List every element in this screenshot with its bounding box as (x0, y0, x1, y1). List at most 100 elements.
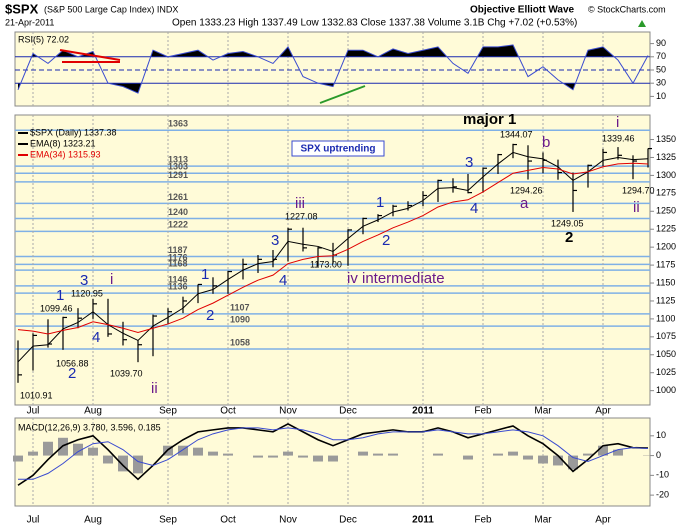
x-tick-label: Jul (27, 515, 40, 526)
annotation: 4 (470, 200, 478, 217)
histogram-bar (388, 453, 398, 456)
histogram-bar (88, 447, 98, 456)
annotation: i (616, 114, 619, 131)
annotation: 1249.05 (551, 218, 584, 228)
symbol: $SPX (5, 1, 39, 16)
legend-label: EMA(34) 1315.93 (30, 149, 101, 159)
note-box (291, 140, 385, 157)
annotation: 3 (465, 154, 473, 171)
legend-label: EMA(8) 1323.21 (30, 138, 96, 148)
histogram-bar (133, 455, 143, 474)
annotation: 2 (565, 229, 573, 246)
y-tick-label: 90 (656, 38, 666, 48)
level-label: 1107 (230, 302, 250, 312)
level-label: 1363 (168, 119, 188, 129)
rsi-panel (14, 31, 651, 107)
histogram-bar (208, 451, 218, 456)
histogram-bar (178, 445, 188, 456)
ema-line (17, 151, 649, 363)
histogram-bar (193, 447, 203, 456)
x-tick-label: Nov (279, 515, 297, 526)
annotation: 1227.08 (285, 211, 318, 221)
histogram-bar (103, 455, 113, 464)
y-tick-label: 1325 (656, 152, 676, 162)
x-tick-label: 2011 (412, 406, 434, 417)
histogram-bar (253, 455, 263, 458)
histogram-bar (433, 453, 443, 456)
x-tick-label: 2011 (412, 515, 434, 526)
x-tick-label: Dec (339, 515, 357, 526)
y-tick-label: -10 (656, 470, 669, 480)
annotation: 2 (206, 307, 214, 324)
histogram-bar (373, 453, 383, 456)
annotation: 1344.07 (500, 129, 533, 139)
y-tick-label: 1175 (656, 259, 675, 269)
annotation: 1339.46 (602, 133, 635, 143)
rsi-trendline (319, 85, 366, 104)
x-tick-label: Apr (595, 515, 611, 526)
annotation: iii (295, 195, 305, 212)
author: Objective Elliott Wave (470, 5, 575, 16)
annotation: 1 (56, 287, 64, 304)
macd-line (18, 427, 649, 480)
histogram-bar (73, 443, 83, 456)
y-tick-label: 1025 (656, 367, 676, 377)
x-tick-label: Oct (220, 406, 236, 417)
x-tick-label: Feb (474, 406, 492, 417)
up-arrow (638, 20, 646, 27)
x-tick-label: Mar (534, 515, 552, 526)
histogram-bar (613, 449, 623, 456)
histogram-bar (358, 451, 368, 456)
annotation: iv intermediate (347, 270, 445, 287)
y-tick-label: 1075 (656, 331, 676, 341)
date: 21-Apr-2011 (5, 17, 54, 27)
histogram-bar (298, 455, 308, 458)
histogram-bar (313, 455, 323, 462)
level-label: 1222 (168, 220, 188, 230)
y-tick-label: 1050 (656, 349, 676, 359)
annotation: 4 (279, 272, 287, 289)
annotation: 1294.70 (622, 185, 655, 195)
x-tick-label: Feb (474, 515, 492, 526)
annotation: 3 (80, 272, 88, 289)
histogram-bar (583, 453, 593, 456)
annotation: 1056.88 (56, 358, 89, 368)
histogram-bar (523, 455, 533, 460)
level-label: 1313 (168, 154, 188, 164)
annotation: b (542, 134, 550, 151)
note: SPX uptrending (301, 144, 376, 155)
annotation: 1 (376, 194, 384, 211)
x-tick-label: Nov (279, 406, 297, 417)
annotation: 1173.00 (310, 259, 342, 269)
x-tick-label: Sep (159, 406, 177, 417)
annotation: 1120.95 (71, 288, 103, 298)
histogram-bar (598, 445, 608, 456)
y-tick-label: 1100 (656, 313, 675, 323)
annotation: 2 (382, 232, 390, 249)
x-tick-label: Jul (27, 406, 40, 417)
annotation: ii (151, 380, 158, 397)
annotation: 3 (271, 232, 279, 249)
panel-title: MACD(12,26,9) 3.780, 3.596, 0.185 (18, 422, 161, 432)
macd-line (17, 423, 649, 486)
level-label: 1058 (230, 337, 250, 347)
y-tick-label: 1125 (656, 295, 675, 305)
level-label: 1291 (168, 170, 188, 180)
x-tick-label: Dec (339, 406, 357, 417)
y-tick-label: 1200 (656, 242, 676, 252)
histogram-bar (553, 455, 563, 466)
annotation: 1294.26 (510, 185, 543, 195)
annotation: major 1 (463, 111, 516, 128)
histogram-bar (463, 455, 473, 460)
source: © StockCharts.com (588, 4, 666, 14)
subtitle: (S&P 500 Large Cap Index) INDX (44, 4, 178, 14)
y-tick-label: -20 (656, 489, 669, 499)
panel-title: RSI(5) 72.02 (18, 34, 69, 44)
rsi-trendline (59, 49, 121, 61)
y-tick-label: 30 (656, 78, 666, 88)
histogram-bar (118, 455, 128, 472)
x-tick-label: Apr (595, 406, 611, 417)
histogram-bar (223, 453, 233, 456)
y-tick-label: 10 (656, 91, 666, 101)
